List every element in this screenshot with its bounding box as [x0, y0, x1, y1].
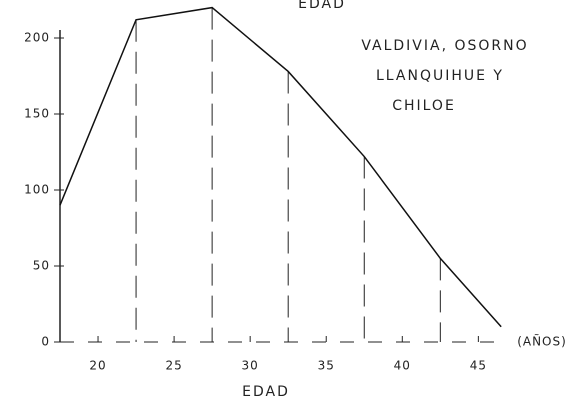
x-axis-label: EDAD	[242, 384, 290, 400]
y-tick-label: 200	[24, 31, 50, 45]
y-tick-label: 50	[33, 259, 50, 273]
x-tick-label: 40	[394, 359, 411, 373]
x-tick-label: 35	[318, 359, 335, 373]
y-tick-label: 0	[41, 335, 50, 349]
y-tick-label: 150	[24, 107, 50, 121]
annotation: VALDIVIA, OSORNO	[361, 38, 528, 54]
annotation: CHILOE	[392, 98, 456, 114]
chart-title: EDAD	[298, 0, 346, 12]
x-unit-label: (AÑOS)	[517, 334, 567, 349]
annotation: LLANQUIHUE Y	[376, 68, 504, 84]
data-line	[59, 6, 502, 328]
x-tick-label: 20	[89, 359, 106, 373]
y-tick-label: 100	[24, 183, 50, 197]
x-tick-label: 30	[242, 359, 259, 373]
x-tick-label: 25	[165, 359, 182, 373]
x-tick-label: 45	[470, 359, 487, 373]
